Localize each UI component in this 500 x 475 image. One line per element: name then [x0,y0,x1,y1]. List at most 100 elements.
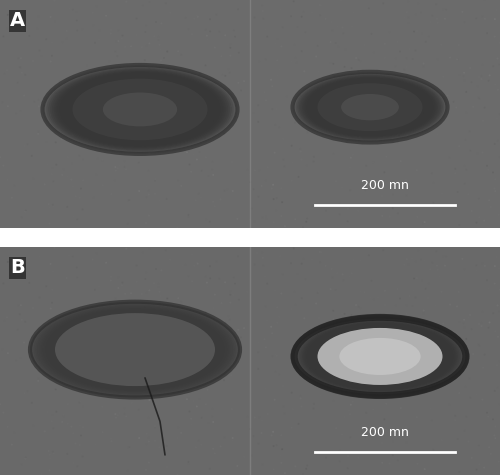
Point [40,122,48,129]
Point [356,256,364,264]
Point [16,64,24,71]
Point [229,291,237,299]
Point [381,69,389,76]
Point [451,417,459,424]
Point [475,73,483,81]
Point [420,466,428,473]
Point [267,349,275,356]
Point [336,200,344,207]
Point [127,79,135,86]
Point [52,385,60,392]
Point [194,260,202,267]
Point [392,302,400,309]
Point [358,130,366,138]
Point [436,273,444,280]
Point [178,15,186,22]
Point [399,104,407,112]
Point [34,343,42,351]
Point [117,348,125,356]
Point [96,384,104,391]
Point [107,273,115,281]
Point [276,30,284,38]
Point [26,467,34,475]
Point [294,270,302,278]
Point [357,288,365,296]
Point [262,385,270,392]
Point [424,368,432,376]
Point [152,18,160,26]
Point [248,446,256,454]
Point [336,342,344,349]
Point [453,56,461,63]
Point [177,51,185,59]
Point [15,440,23,448]
Point [410,356,418,363]
Point [418,277,426,285]
Point [127,43,135,50]
Point [50,244,58,251]
Point [50,202,58,210]
Ellipse shape [52,69,228,150]
Point [143,289,151,296]
Point [98,404,106,412]
Point [426,344,434,352]
Point [0,153,4,161]
Point [144,167,152,175]
Point [235,296,243,304]
Point [412,119,420,127]
Point [306,364,314,372]
Point [355,303,363,311]
Point [148,453,156,461]
Point [77,92,85,99]
Point [262,26,270,33]
Point [486,319,494,326]
Point [397,404,405,412]
Point [194,107,202,114]
Point [255,57,263,65]
Point [131,77,139,85]
Point [220,158,228,165]
Point [272,194,280,202]
Point [288,305,296,313]
Point [472,266,480,274]
Point [102,345,110,353]
Point [162,0,170,7]
Point [455,390,463,397]
Point [272,351,280,359]
Point [252,186,260,193]
Point [96,27,104,34]
Point [36,253,44,260]
Point [114,299,122,307]
Point [68,176,76,183]
Point [204,36,212,43]
Point [258,2,266,10]
Point [373,297,381,304]
Point [46,260,54,268]
Point [170,114,177,121]
Point [17,64,25,71]
Point [14,302,22,309]
Point [195,190,203,198]
Point [420,109,428,117]
Point [275,66,283,74]
Point [292,463,300,470]
Point [122,245,130,252]
Point [34,377,42,385]
Point [0,280,8,287]
Point [90,441,98,448]
Point [206,275,214,282]
Point [305,315,313,323]
Point [346,26,354,33]
Point [227,103,235,110]
Point [78,453,86,460]
Ellipse shape [103,93,177,126]
Point [350,256,358,264]
Point [220,405,228,412]
Point [250,261,258,268]
Ellipse shape [308,79,432,135]
Point [474,330,482,337]
Point [229,76,237,84]
Point [386,276,394,283]
Point [220,204,228,211]
Point [373,50,381,57]
